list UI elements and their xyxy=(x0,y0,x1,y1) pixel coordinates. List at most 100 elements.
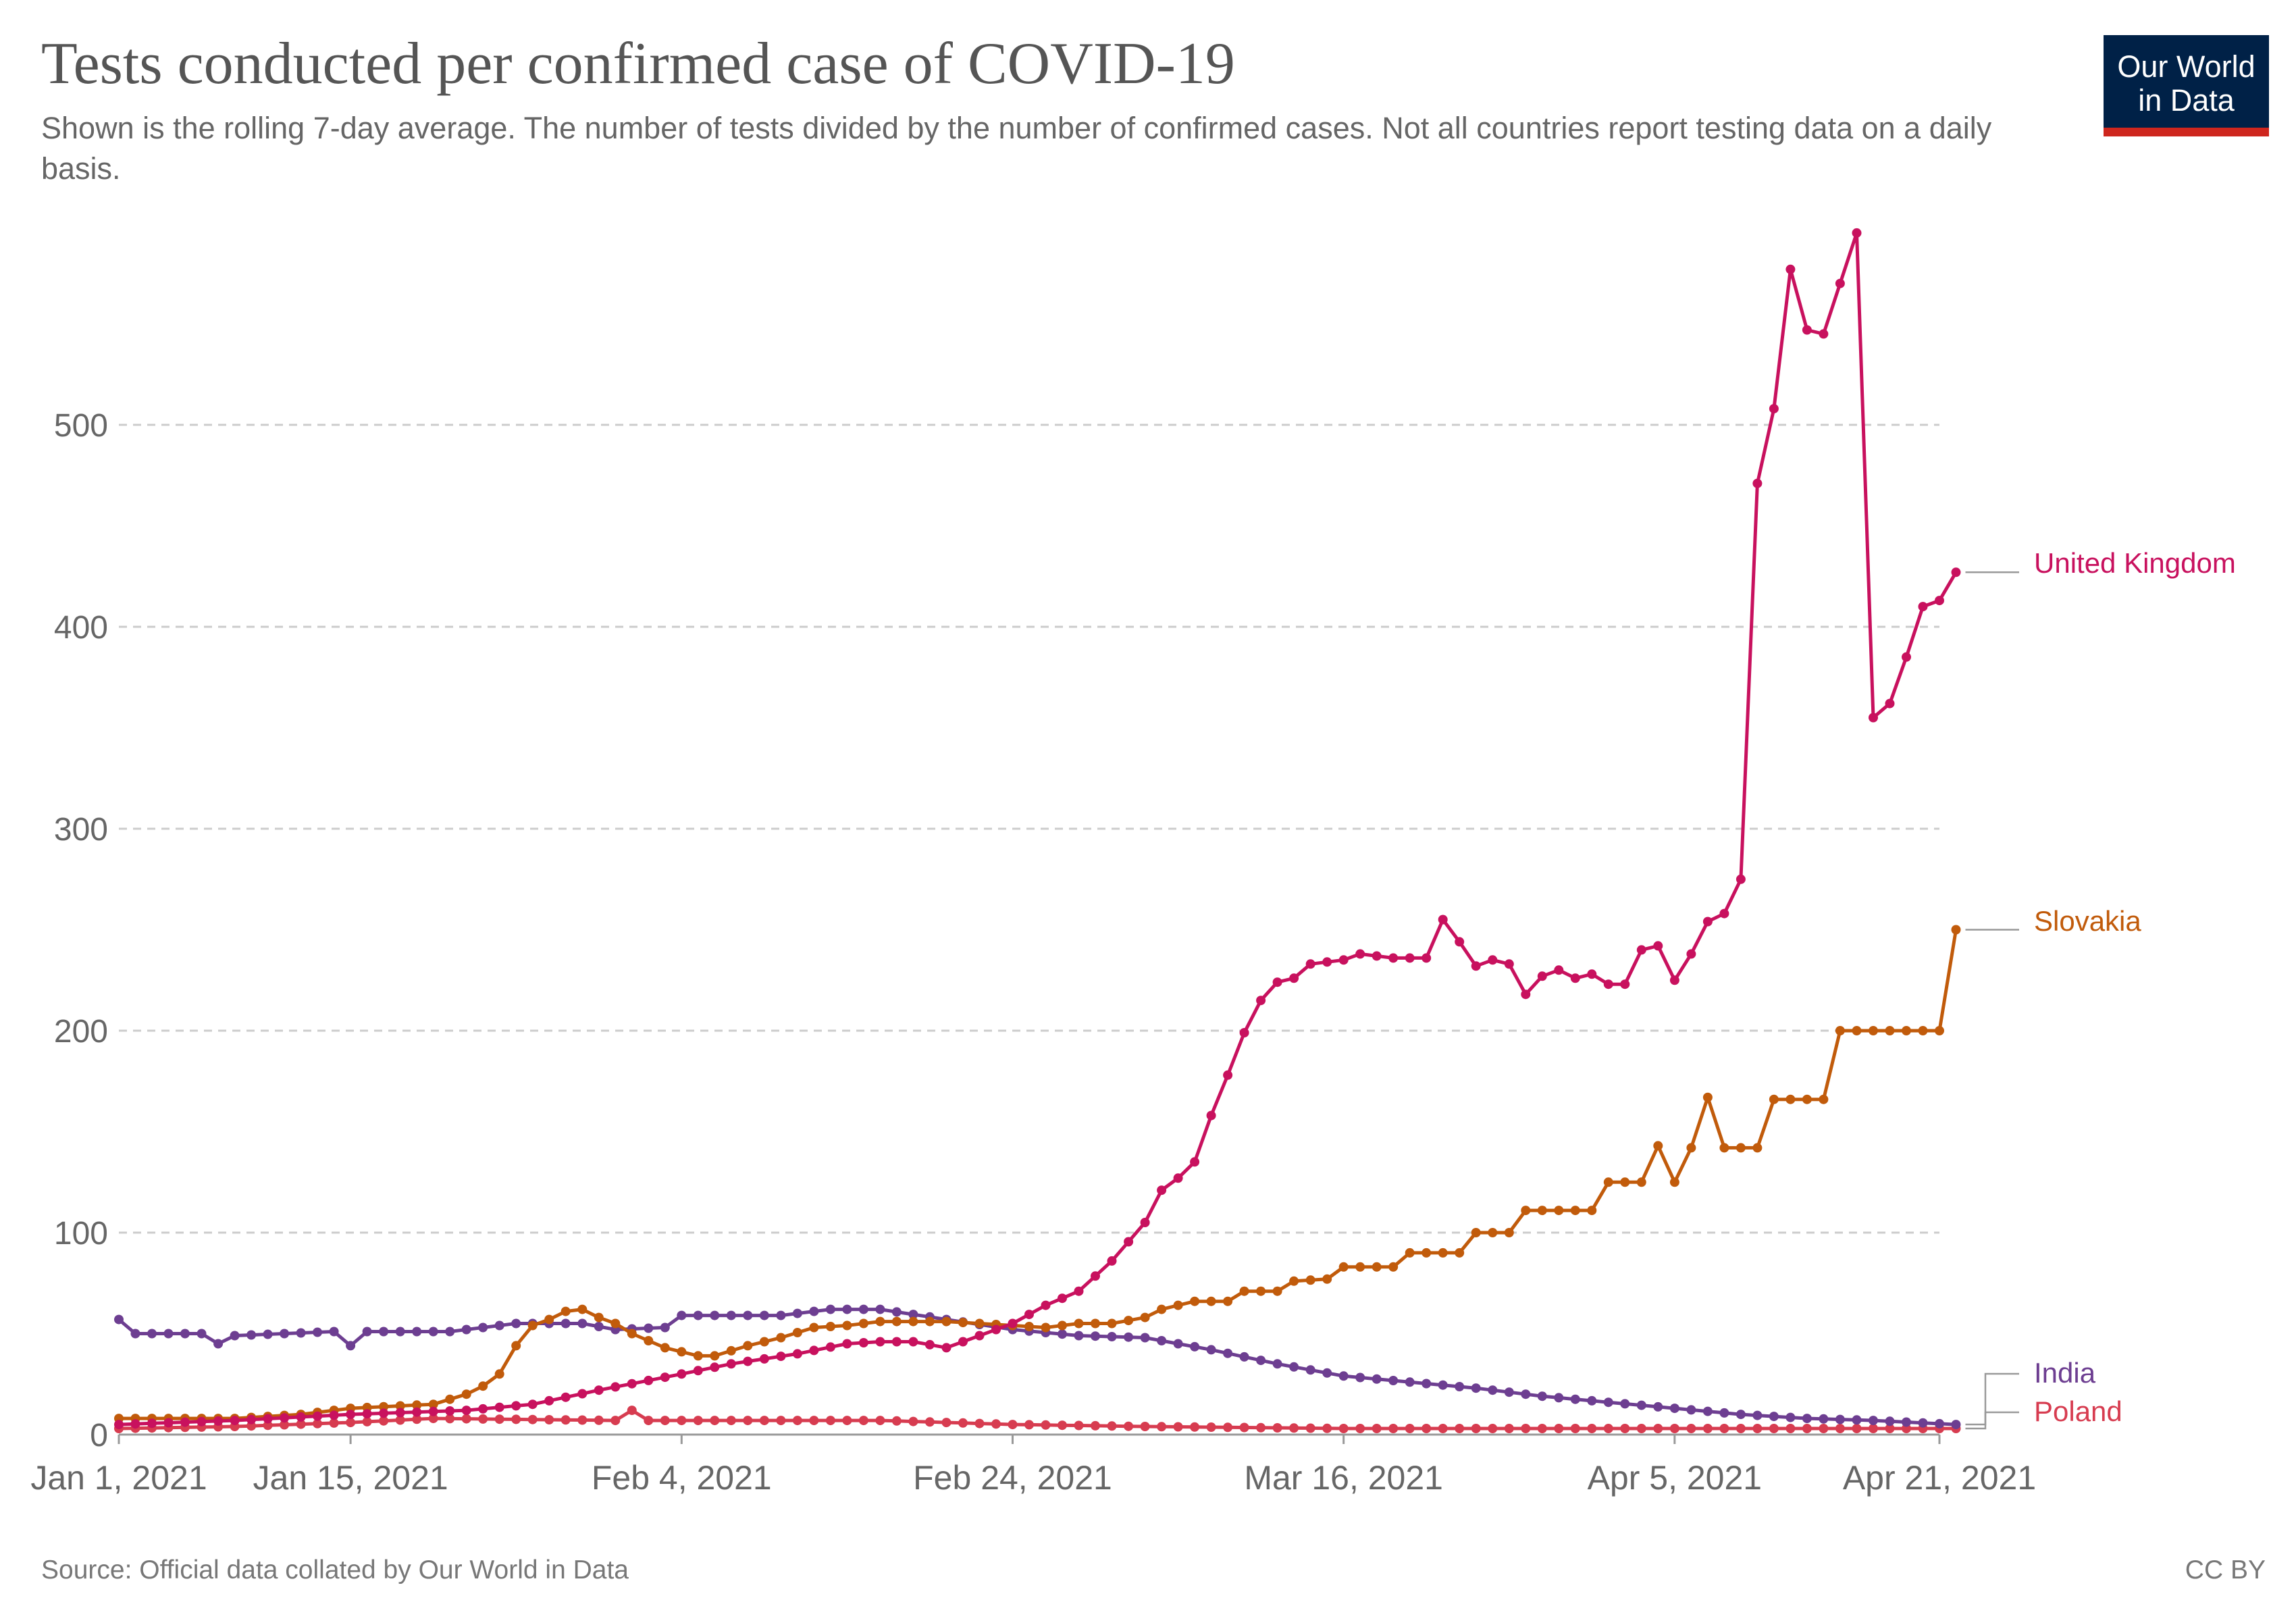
data-point-poland[interactable] xyxy=(1355,1424,1365,1433)
data-point-united-kingdom[interactable] xyxy=(776,1352,786,1362)
data-point-poland[interactable] xyxy=(710,1416,720,1426)
data-point-slovakia[interactable] xyxy=(1902,1026,1911,1035)
data-point-poland[interactable] xyxy=(263,1420,273,1431)
data-point-slovakia[interactable] xyxy=(1058,1320,1067,1331)
series-label-united-kingdom[interactable]: United Kingdom xyxy=(2034,547,2236,579)
data-point-india[interactable] xyxy=(1702,1406,1713,1416)
data-point-slovakia[interactable] xyxy=(776,1333,786,1343)
data-point-poland[interactable] xyxy=(1488,1424,1498,1433)
data-point-united-kingdom[interactable] xyxy=(246,1414,257,1424)
data-point-united-kingdom[interactable] xyxy=(1421,953,1432,963)
data-point-united-kingdom[interactable] xyxy=(627,1379,637,1389)
data-point-slovakia[interactable] xyxy=(1554,1206,1564,1216)
data-point-united-kingdom[interactable] xyxy=(842,1339,852,1349)
data-point-poland[interactable] xyxy=(908,1416,918,1426)
data-point-united-kingdom[interactable] xyxy=(1653,941,1663,951)
data-point-poland[interactable] xyxy=(1058,1420,1067,1431)
data-point-india[interactable] xyxy=(743,1310,753,1320)
data-point-united-kingdom[interactable] xyxy=(792,1349,802,1359)
data-point-slovakia[interactable] xyxy=(1852,1026,1862,1035)
data-point-poland[interactable] xyxy=(858,1416,868,1426)
data-point-poland[interactable] xyxy=(660,1416,670,1426)
data-point-poland[interactable] xyxy=(958,1418,968,1428)
data-point-poland[interactable] xyxy=(1074,1420,1084,1431)
data-point-poland[interactable] xyxy=(610,1416,621,1426)
data-point-india[interactable] xyxy=(1272,1359,1282,1369)
data-point-india[interactable] xyxy=(1372,1374,1382,1384)
data-point-united-kingdom[interactable] xyxy=(577,1389,588,1399)
data-point-slovakia[interactable] xyxy=(1752,1143,1763,1153)
data-point-poland[interactable] xyxy=(1190,1422,1200,1432)
data-point-slovakia[interactable] xyxy=(891,1316,902,1327)
data-point-poland[interactable] xyxy=(329,1418,339,1428)
data-point-united-kingdom[interactable] xyxy=(644,1375,654,1385)
data-point-united-kingdom[interactable] xyxy=(941,1343,951,1353)
data-point-slovakia[interactable] xyxy=(941,1316,951,1327)
data-point-india[interactable] xyxy=(1752,1410,1763,1420)
data-point-united-kingdom[interactable] xyxy=(1256,996,1266,1006)
data-point-slovakia[interactable] xyxy=(1091,1318,1100,1329)
data-point-slovakia[interactable] xyxy=(1951,925,1961,935)
data-point-slovakia[interactable] xyxy=(1686,1143,1696,1153)
data-point-slovakia[interactable] xyxy=(428,1399,438,1410)
data-point-slovakia[interactable] xyxy=(1636,1177,1646,1187)
data-point-slovakia[interactable] xyxy=(1819,1094,1829,1104)
data-point-united-kingdom[interactable] xyxy=(1140,1218,1150,1227)
data-point-india[interactable] xyxy=(1239,1352,1249,1362)
data-point-slovakia[interactable] xyxy=(1140,1312,1150,1322)
data-point-slovakia[interactable] xyxy=(710,1351,720,1361)
data-point-india[interactable] xyxy=(114,1314,124,1324)
data-point-india[interactable] xyxy=(130,1329,140,1339)
data-point-india[interactable] xyxy=(1935,1418,1944,1429)
data-point-india[interactable] xyxy=(1455,1382,1465,1391)
data-point-slovakia[interactable] xyxy=(1223,1296,1233,1306)
data-point-united-kingdom[interactable] xyxy=(213,1416,224,1426)
data-point-india[interactable] xyxy=(494,1320,504,1331)
data-point-slovakia[interactable] xyxy=(1405,1247,1415,1258)
data-point-slovakia[interactable] xyxy=(1355,1262,1365,1272)
data-point-poland[interactable] xyxy=(412,1414,422,1424)
data-point-india[interactable] xyxy=(577,1318,588,1329)
data-point-united-kingdom[interactable] xyxy=(1819,329,1829,339)
data-point-slovakia[interactable] xyxy=(1124,1316,1134,1326)
data-point-united-kingdom[interactable] xyxy=(1041,1300,1051,1310)
data-point-india[interactable] xyxy=(1124,1332,1134,1342)
data-point-united-kingdom[interactable] xyxy=(379,1408,389,1418)
data-point-united-kingdom[interactable] xyxy=(329,1410,339,1420)
data-point-poland[interactable] xyxy=(1819,1424,1829,1433)
data-point-united-kingdom[interactable] xyxy=(610,1382,621,1392)
data-point-poland[interactable] xyxy=(560,1415,571,1425)
data-point-poland[interactable] xyxy=(346,1418,356,1428)
data-point-india[interactable] xyxy=(180,1329,190,1339)
owid-logo[interactable]: Our World in Data xyxy=(2104,35,2269,136)
data-point-poland[interactable] xyxy=(1091,1420,1100,1431)
data-point-india[interactable] xyxy=(858,1304,868,1314)
data-point-poland[interactable] xyxy=(1438,1424,1448,1433)
data-point-india[interactable] xyxy=(280,1329,290,1339)
data-point-poland[interactable] xyxy=(1124,1421,1134,1431)
data-point-united-kingdom[interactable] xyxy=(163,1418,174,1428)
data-point-united-kingdom[interactable] xyxy=(527,1399,538,1410)
data-point-united-kingdom[interactable] xyxy=(1752,478,1763,488)
data-point-united-kingdom[interactable] xyxy=(1322,957,1332,967)
data-point-slovakia[interactable] xyxy=(1885,1026,1895,1035)
data-point-united-kingdom[interactable] xyxy=(1405,953,1415,963)
data-point-slovakia[interactable] xyxy=(1388,1262,1399,1272)
data-point-india[interactable] xyxy=(1058,1329,1067,1339)
data-point-india[interactable] xyxy=(1769,1412,1779,1422)
data-point-slovakia[interactable] xyxy=(1488,1228,1498,1237)
data-point-india[interactable] xyxy=(1289,1362,1299,1372)
data-point-poland[interactable] xyxy=(1669,1424,1679,1433)
data-point-poland[interactable] xyxy=(1256,1422,1266,1433)
data-point-united-kingdom[interactable] xyxy=(313,1411,323,1421)
data-point-poland[interactable] xyxy=(395,1415,405,1425)
data-point-poland[interactable] xyxy=(1636,1424,1646,1433)
data-point-poland[interactable] xyxy=(809,1416,819,1426)
data-point-slovakia[interactable] xyxy=(627,1329,637,1339)
data-point-united-kingdom[interactable] xyxy=(147,1418,157,1429)
data-point-slovakia[interactable] xyxy=(1305,1275,1315,1285)
data-point-united-kingdom[interactable] xyxy=(1885,698,1895,709)
data-point-slovakia[interactable] xyxy=(1769,1094,1779,1104)
data-point-united-kingdom[interactable] xyxy=(362,1409,372,1419)
data-point-slovakia[interactable] xyxy=(1421,1247,1432,1258)
